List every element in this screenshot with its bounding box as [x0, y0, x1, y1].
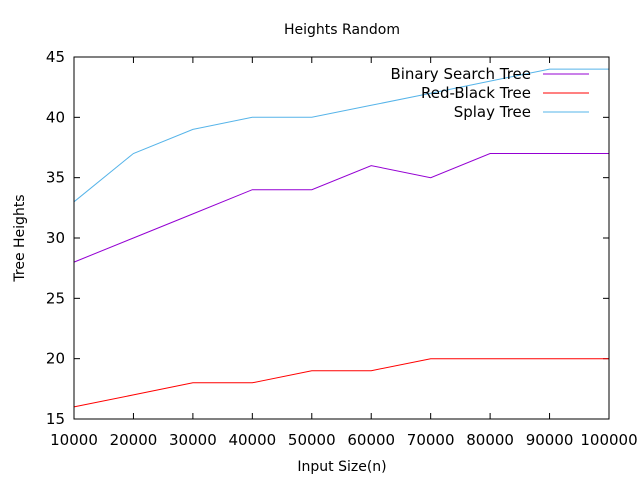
x-tick-label: 100000 [580, 431, 637, 449]
x-tick-label: 70000 [407, 431, 455, 449]
y-tick-label: 45 [46, 48, 65, 66]
x-tick-label: 60000 [347, 431, 395, 449]
x-tick-label: 20000 [110, 431, 158, 449]
axis-ticks: 15 20 25 30 35 40 45 10000 20000 30000 40000 50000 6… [46, 48, 638, 449]
x-tick-label: 30000 [169, 431, 217, 449]
y-tick-label: 30 [46, 229, 65, 247]
legend-label: Red-Black Tree [421, 84, 531, 102]
series-line-1 [73, 358, 609, 408]
x-tick-label: 90000 [526, 431, 574, 449]
legend-label: Binary Search Tree [390, 65, 531, 83]
x-tick-label: 50000 [288, 431, 336, 449]
y-axis-label: Tree Heights [12, 194, 28, 282]
y-tick-label: 20 [46, 350, 65, 368]
legend-label: Splay Tree [454, 103, 531, 121]
series-lines [73, 68, 609, 408]
series-line-2 [73, 68, 609, 203]
x-tick-label: 80000 [466, 431, 514, 449]
y-tick-label: 35 [46, 169, 65, 187]
series-line-0 [73, 153, 609, 263]
x-tick-label: 40000 [228, 431, 276, 449]
y-tick-label: 15 [46, 410, 65, 428]
plot-frame [73, 56, 610, 420]
x-tick-label: 10000 [50, 431, 98, 449]
chart-title: Heights Random [284, 22, 400, 38]
x-axis-label: Input Size(n) [297, 459, 386, 475]
y-tick-label: 40 [46, 108, 65, 126]
y-tick-label: 25 [46, 289, 65, 307]
